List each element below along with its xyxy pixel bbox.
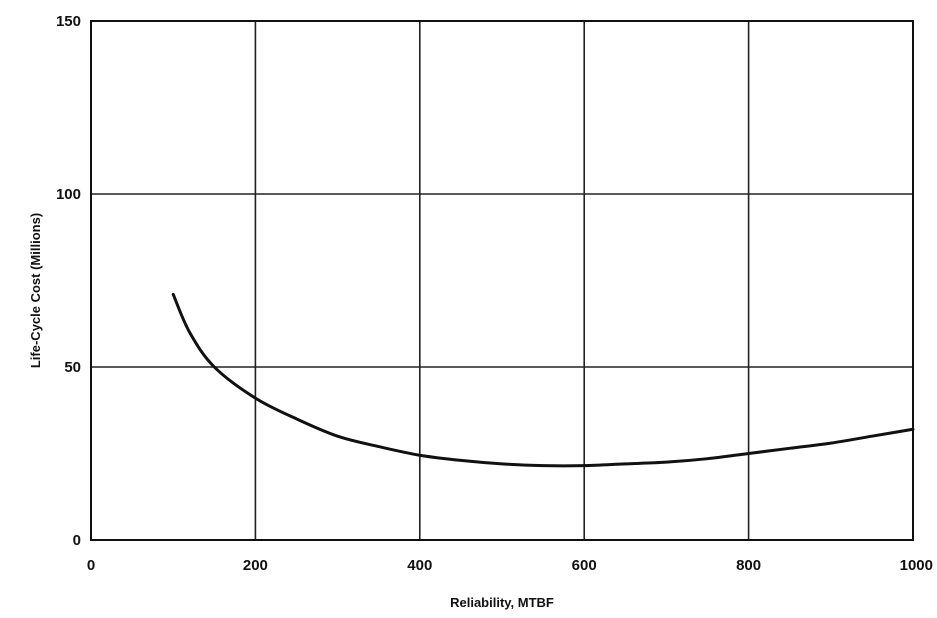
x-tick-label: 600 bbox=[572, 557, 597, 574]
y-tick-label: 150 bbox=[56, 13, 81, 30]
x-tick-label: 400 bbox=[407, 557, 432, 574]
x-tick-label: 1000 bbox=[900, 557, 933, 574]
y-tick-label: 100 bbox=[56, 186, 81, 203]
series-layer bbox=[171, 292, 915, 468]
x-axis-label: Reliability, MTBF bbox=[450, 595, 554, 610]
x-tick-label: 800 bbox=[736, 557, 761, 574]
grid-lines bbox=[90, 20, 914, 541]
x-tick-label: 0 bbox=[87, 557, 95, 574]
plot-frame bbox=[90, 20, 914, 541]
tick-labels: 0 200 400 600 800 1000 0 50 100 150 bbox=[56, 13, 933, 574]
y-tick-label: 50 bbox=[64, 359, 81, 376]
y-tick-label: 0 bbox=[73, 532, 81, 549]
y-axis-label: Life-Cycle Cost (Millions) bbox=[28, 213, 43, 368]
series-line-0 bbox=[171, 292, 915, 468]
x-tick-label: 200 bbox=[243, 557, 268, 574]
